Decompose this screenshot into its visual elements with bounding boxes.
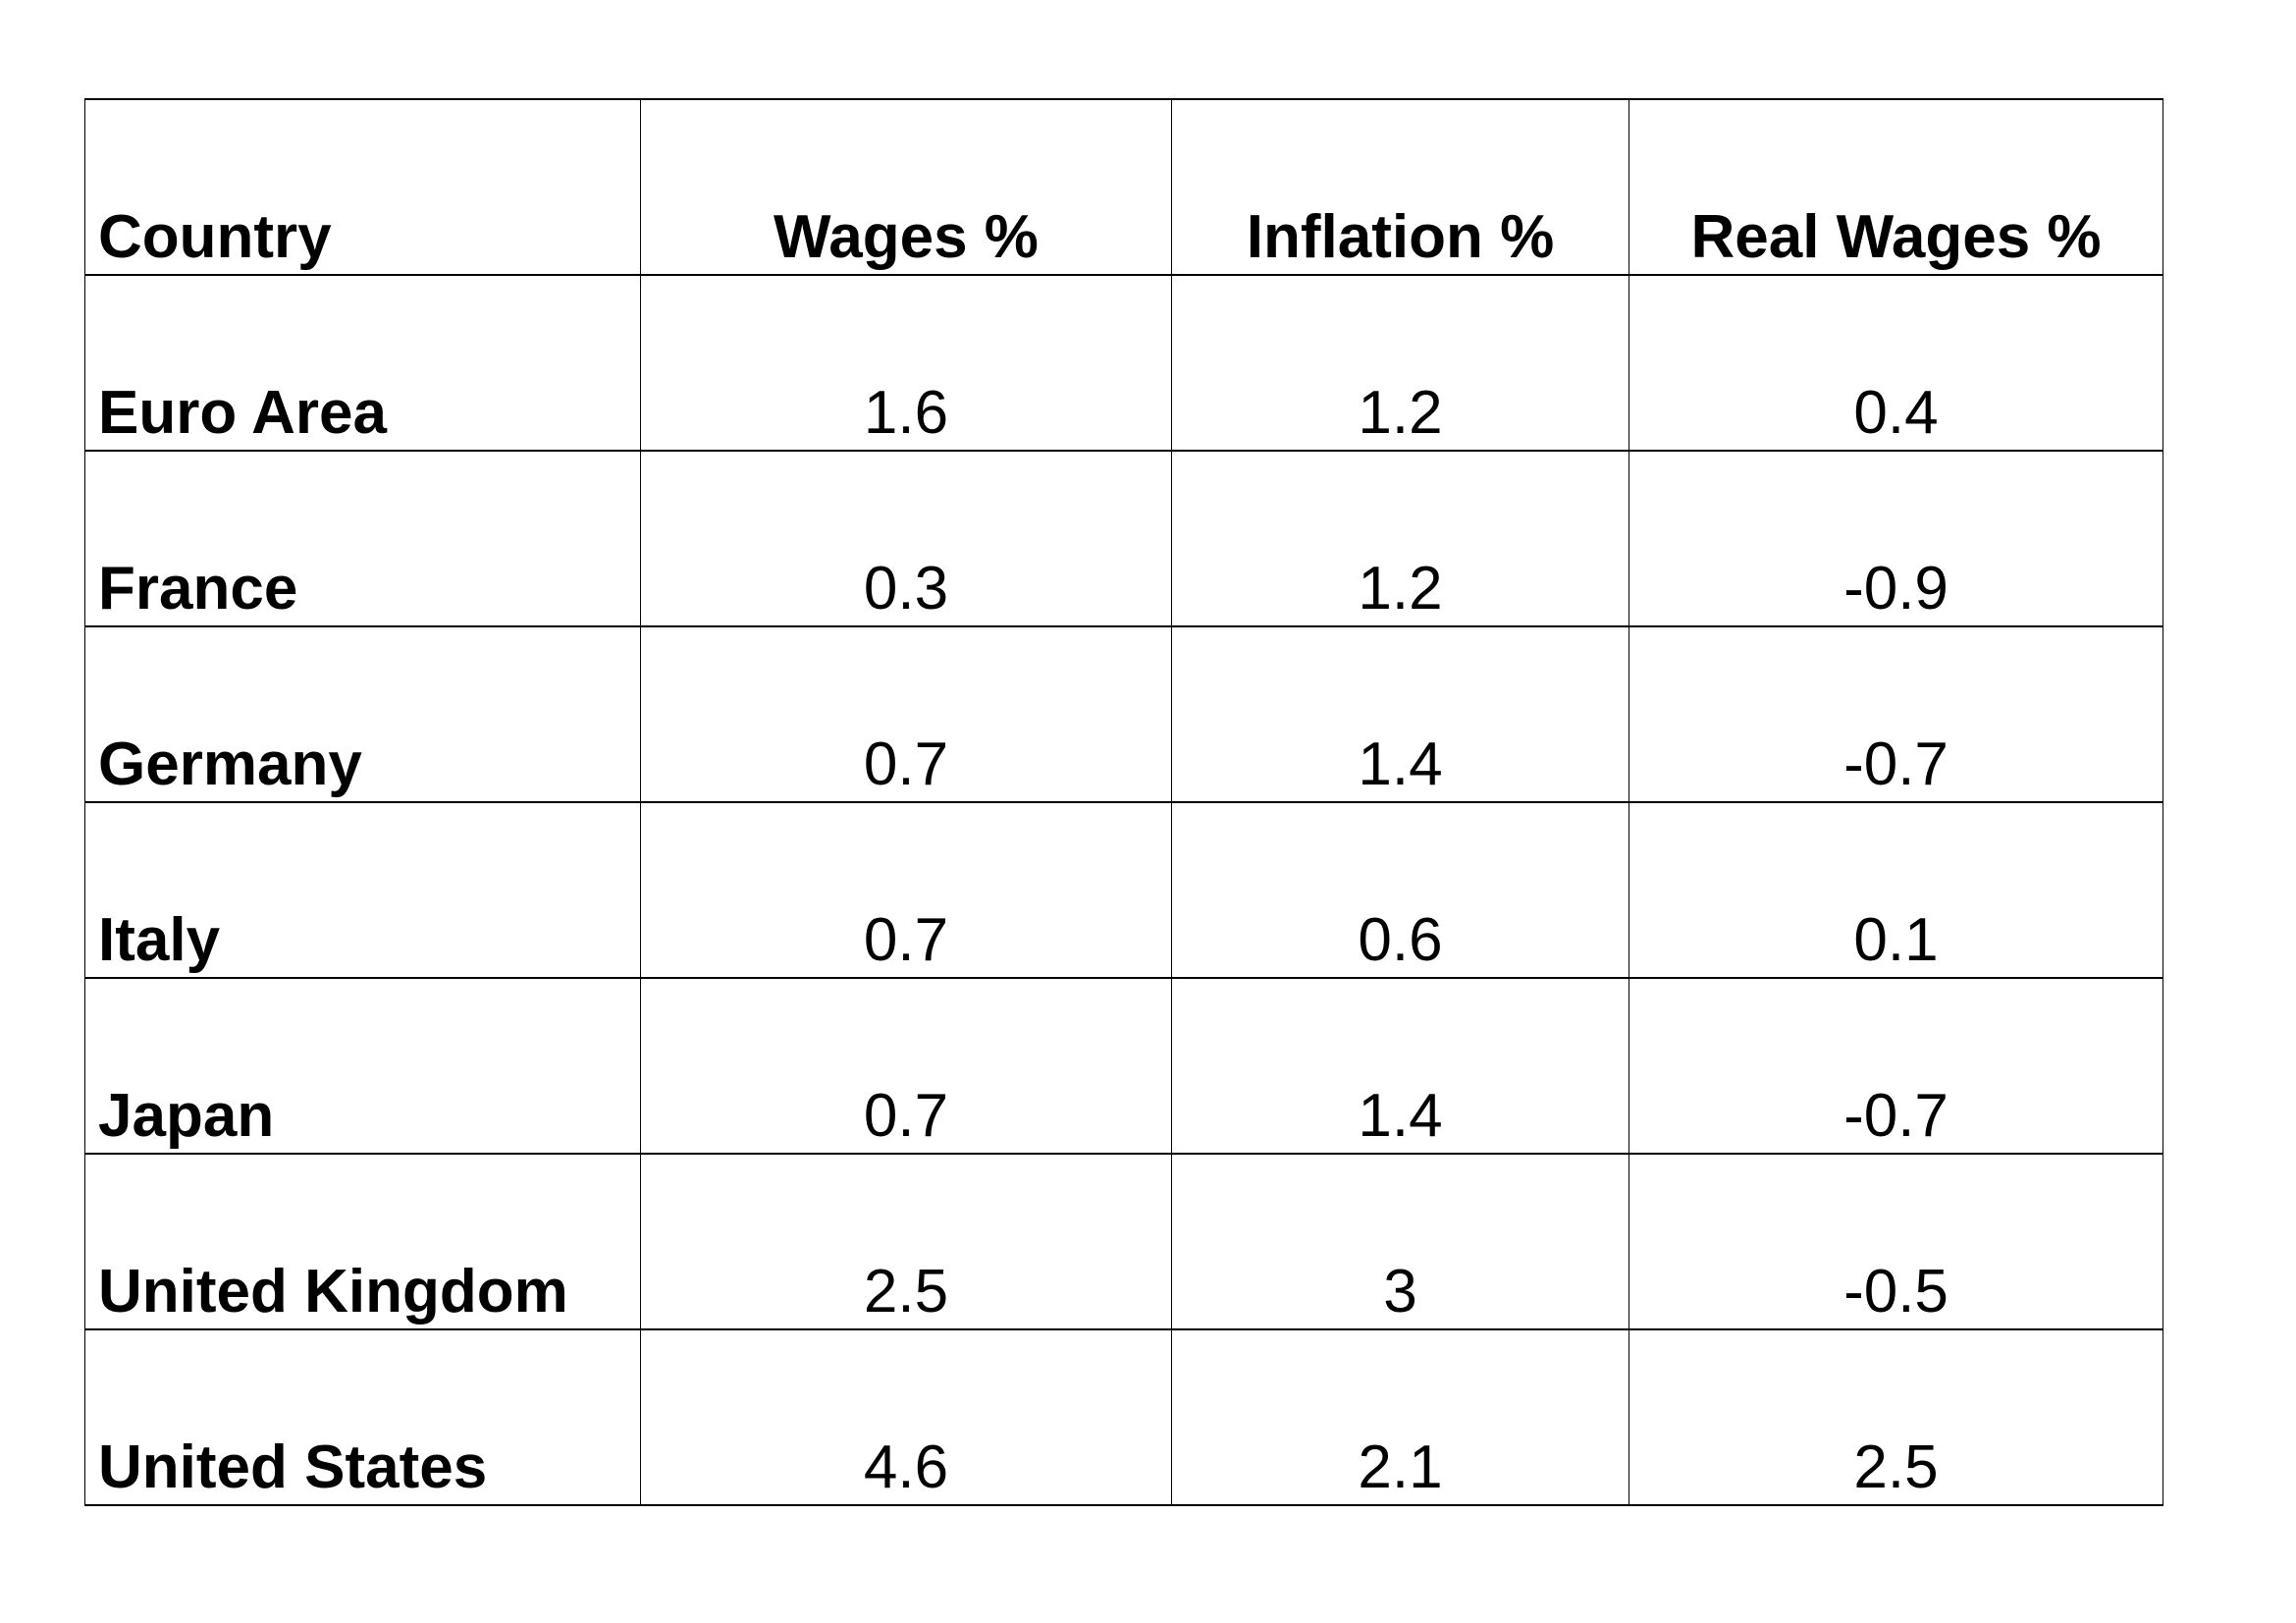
inflation-cell: 3 [1171, 1153, 1629, 1330]
row-japan: Japan 0.7 1.4 -0.7 [84, 977, 2163, 1155]
wages-cell: 0.7 [640, 625, 1172, 803]
row-euro-area: Euro Area 1.6 1.2 0.4 [84, 274, 2163, 452]
row-united-kingdom: United Kingdom 2.5 3 -0.5 [84, 1153, 2163, 1330]
header-cell-inflation: Inflation % [1171, 98, 1629, 276]
real-wages-cell: 0.4 [1629, 274, 2163, 452]
wages-cell: 1.6 [640, 274, 1172, 452]
country-cell: United Kingdom [84, 1153, 641, 1330]
row-france: France 0.3 1.2 -0.9 [84, 450, 2163, 627]
country-cell: United States [84, 1328, 641, 1506]
wages-cell: 2.5 [640, 1153, 1172, 1330]
wages-cell: 0.7 [640, 977, 1172, 1155]
real-wages-cell: -0.7 [1629, 625, 2163, 803]
real-wages-cell: -0.7 [1629, 977, 2163, 1155]
inflation-cell: 2.1 [1171, 1328, 1629, 1506]
inflation-cell: 0.6 [1171, 801, 1629, 979]
inflation-cell: 1.4 [1171, 977, 1629, 1155]
country-cell: France [84, 450, 641, 627]
row-italy: Italy 0.7 0.6 0.1 [84, 801, 2163, 979]
wages-cell: 4.6 [640, 1328, 1172, 1506]
country-cell: Euro Area [84, 274, 641, 452]
real-wages-cell: 0.1 [1629, 801, 2163, 979]
real-wages-cell: 2.5 [1629, 1328, 2163, 1506]
wages-cell: 0.3 [640, 450, 1172, 627]
row-united-states: United States 4.6 2.1 2.5 [84, 1328, 2163, 1506]
country-cell: Japan [84, 977, 641, 1155]
header-row: Country Wages % Inflation % Real Wages % [84, 98, 2163, 276]
inflation-cell: 1.2 [1171, 274, 1629, 452]
inflation-cell: 1.2 [1171, 450, 1629, 627]
header-cell-wages: Wages % [640, 98, 1172, 276]
country-cell: Italy [84, 801, 641, 979]
row-germany: Germany 0.7 1.4 -0.7 [84, 625, 2163, 803]
header-cell-country: Country [84, 98, 641, 276]
country-cell: Germany [84, 625, 641, 803]
header-cell-real-wages: Real Wages % [1629, 98, 2163, 276]
real-wages-cell: -0.5 [1629, 1153, 2163, 1330]
wages-inflation-table: Country Wages % Inflation % Real Wages %… [84, 98, 2163, 1506]
inflation-cell: 1.4 [1171, 625, 1629, 803]
wages-cell: 0.7 [640, 801, 1172, 979]
real-wages-cell: -0.9 [1629, 450, 2163, 627]
